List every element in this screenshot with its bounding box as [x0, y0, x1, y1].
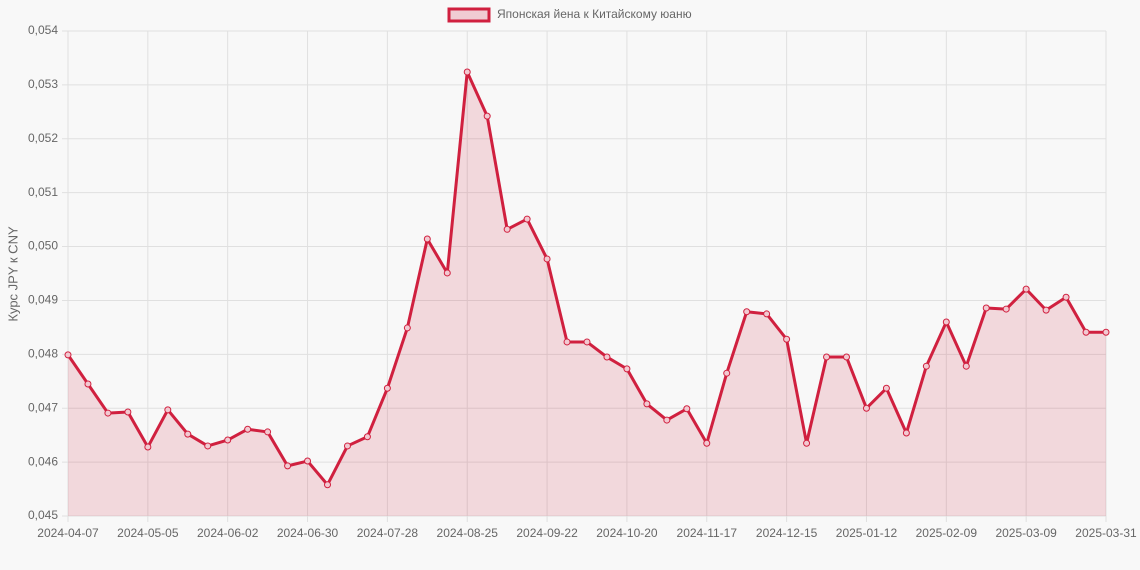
x-tick-label: 2024-05-05 — [117, 526, 179, 540]
point — [443, 269, 451, 277]
x-tick-label: 2025-03-31 — [1075, 526, 1137, 540]
x-tick-label: 2024-10-20 — [596, 526, 658, 540]
point — [882, 384, 890, 392]
point — [603, 353, 611, 361]
point — [583, 338, 591, 346]
x-tick-label: 2024-06-30 — [277, 526, 339, 540]
point — [1102, 328, 1110, 336]
point — [922, 362, 930, 370]
point — [363, 433, 371, 441]
point — [743, 308, 751, 316]
x-tick-label: 2025-01-12 — [836, 526, 898, 540]
y-tick-label: 0,054 — [28, 23, 58, 37]
point — [224, 436, 232, 444]
point — [723, 369, 731, 377]
point — [324, 481, 331, 489]
y-tick-label: 0,053 — [28, 77, 58, 91]
legend-label: Японская йена к Китайскому юаню — [497, 7, 692, 21]
x-tick-label: 2024-09-22 — [516, 526, 578, 540]
point — [403, 324, 411, 332]
point — [64, 351, 72, 359]
y-tick-label: 0,045 — [28, 508, 58, 522]
y-tick-label: 0,047 — [28, 400, 58, 414]
point — [623, 365, 631, 373]
point — [763, 310, 771, 318]
point — [264, 428, 272, 436]
y-tick-label: 0,052 — [28, 131, 58, 145]
point — [244, 425, 252, 433]
point — [84, 380, 92, 388]
point — [643, 400, 651, 408]
point — [563, 338, 571, 346]
point — [463, 68, 471, 76]
y-tick-label: 0,049 — [28, 293, 58, 307]
x-tick-label: 2024-11-17 — [677, 526, 738, 540]
point — [902, 429, 910, 437]
point — [783, 335, 791, 343]
point — [164, 406, 172, 414]
point — [104, 409, 112, 417]
point — [663, 416, 671, 424]
point — [523, 215, 531, 223]
x-tick-label: 2024-08-25 — [437, 526, 499, 540]
point — [483, 112, 491, 120]
point — [383, 384, 391, 392]
point — [862, 404, 870, 412]
point — [543, 255, 551, 263]
y-tick-label: 0,050 — [28, 239, 58, 253]
y-tick-label: 0,046 — [28, 454, 58, 468]
x-tick-label: 2024-12-15 — [756, 526, 818, 540]
x-tick-label: 2025-02-09 — [916, 526, 978, 540]
area — [68, 71, 1106, 516]
point — [683, 405, 691, 413]
point — [304, 457, 312, 465]
point — [1042, 306, 1050, 314]
point — [1062, 293, 1070, 301]
point — [703, 439, 711, 447]
point — [843, 353, 850, 361]
point — [803, 439, 811, 447]
point — [823, 353, 831, 361]
point — [423, 235, 431, 243]
y-tick-label: 0,048 — [28, 347, 58, 361]
point — [1022, 285, 1030, 293]
x-tick-label: 2024-07-28 — [357, 526, 419, 540]
point — [982, 304, 990, 312]
point — [184, 430, 192, 438]
x-tick-label: 2024-04-07 — [37, 526, 99, 540]
x-tick-label: 2024-06-02 — [197, 526, 259, 540]
point — [343, 442, 351, 450]
point — [503, 225, 511, 233]
point — [942, 318, 950, 326]
x-tick-label: 2025-03-09 — [995, 526, 1057, 540]
point — [962, 362, 970, 370]
point — [284, 462, 292, 470]
y-tick-label: 0,051 — [28, 185, 58, 199]
point — [144, 443, 152, 451]
point — [124, 408, 132, 416]
point — [1082, 328, 1090, 336]
y-axis-title: Курс JPY к CNY — [5, 226, 20, 322]
legend-swatch — [447, 7, 491, 23]
point — [204, 442, 212, 450]
point — [1002, 305, 1010, 313]
